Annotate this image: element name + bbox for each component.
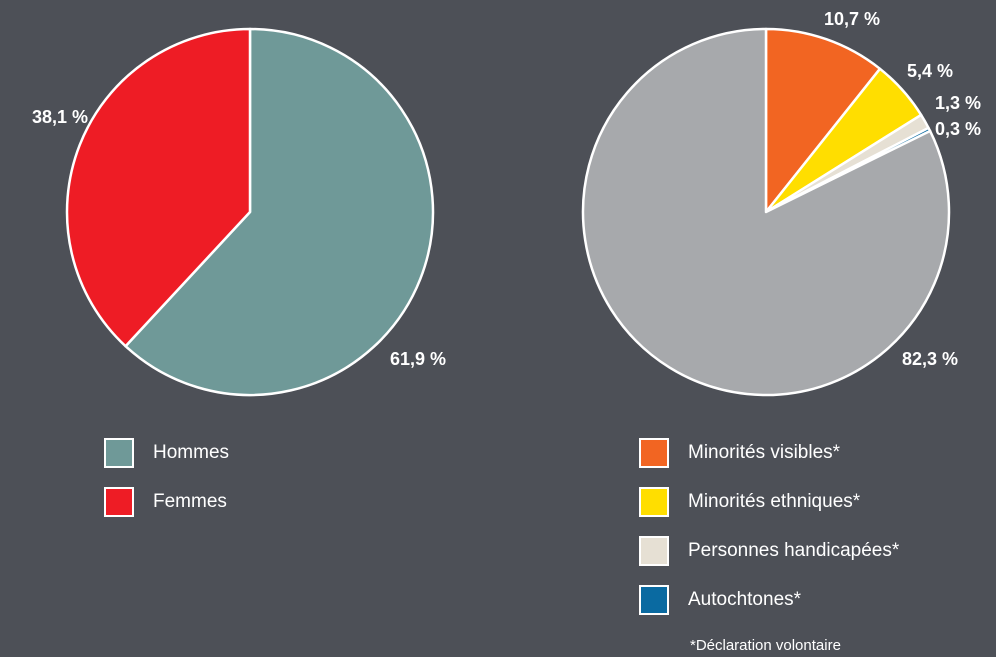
- footnote: *Déclaration volontaire: [690, 637, 841, 654]
- legend-label: Minorités visibles*: [688, 442, 841, 463]
- pie-slice: [764, 27, 882, 214]
- legend-label: Autochtones*: [688, 589, 802, 610]
- legend-swatch: [104, 487, 134, 517]
- value-label: 5,4 %: [907, 61, 953, 81]
- legend-swatch: [639, 536, 669, 566]
- value-label: 10,7 %: [824, 9, 880, 29]
- pie-slice: [65, 27, 252, 348]
- legend-swatch: [639, 585, 669, 615]
- legend-swatch: [639, 487, 669, 517]
- legend-label: Personnes handicapées*: [688, 540, 900, 561]
- value-label: 38,1 %: [32, 107, 88, 127]
- legend-label: Hommes: [153, 442, 229, 463]
- value-label: 0,3 %: [935, 119, 981, 139]
- value-label: 82,3 %: [902, 349, 958, 369]
- legend-label: Femmes: [153, 491, 227, 512]
- legend-swatch: [639, 438, 669, 468]
- legend-label: Minorités ethniques*: [688, 491, 861, 512]
- legend-swatch: [104, 438, 134, 468]
- value-label: 61,9 %: [390, 349, 446, 369]
- pie-slice: [124, 27, 435, 397]
- value-label: 1,3 %: [935, 93, 981, 113]
- pie-slice: [581, 27, 951, 397]
